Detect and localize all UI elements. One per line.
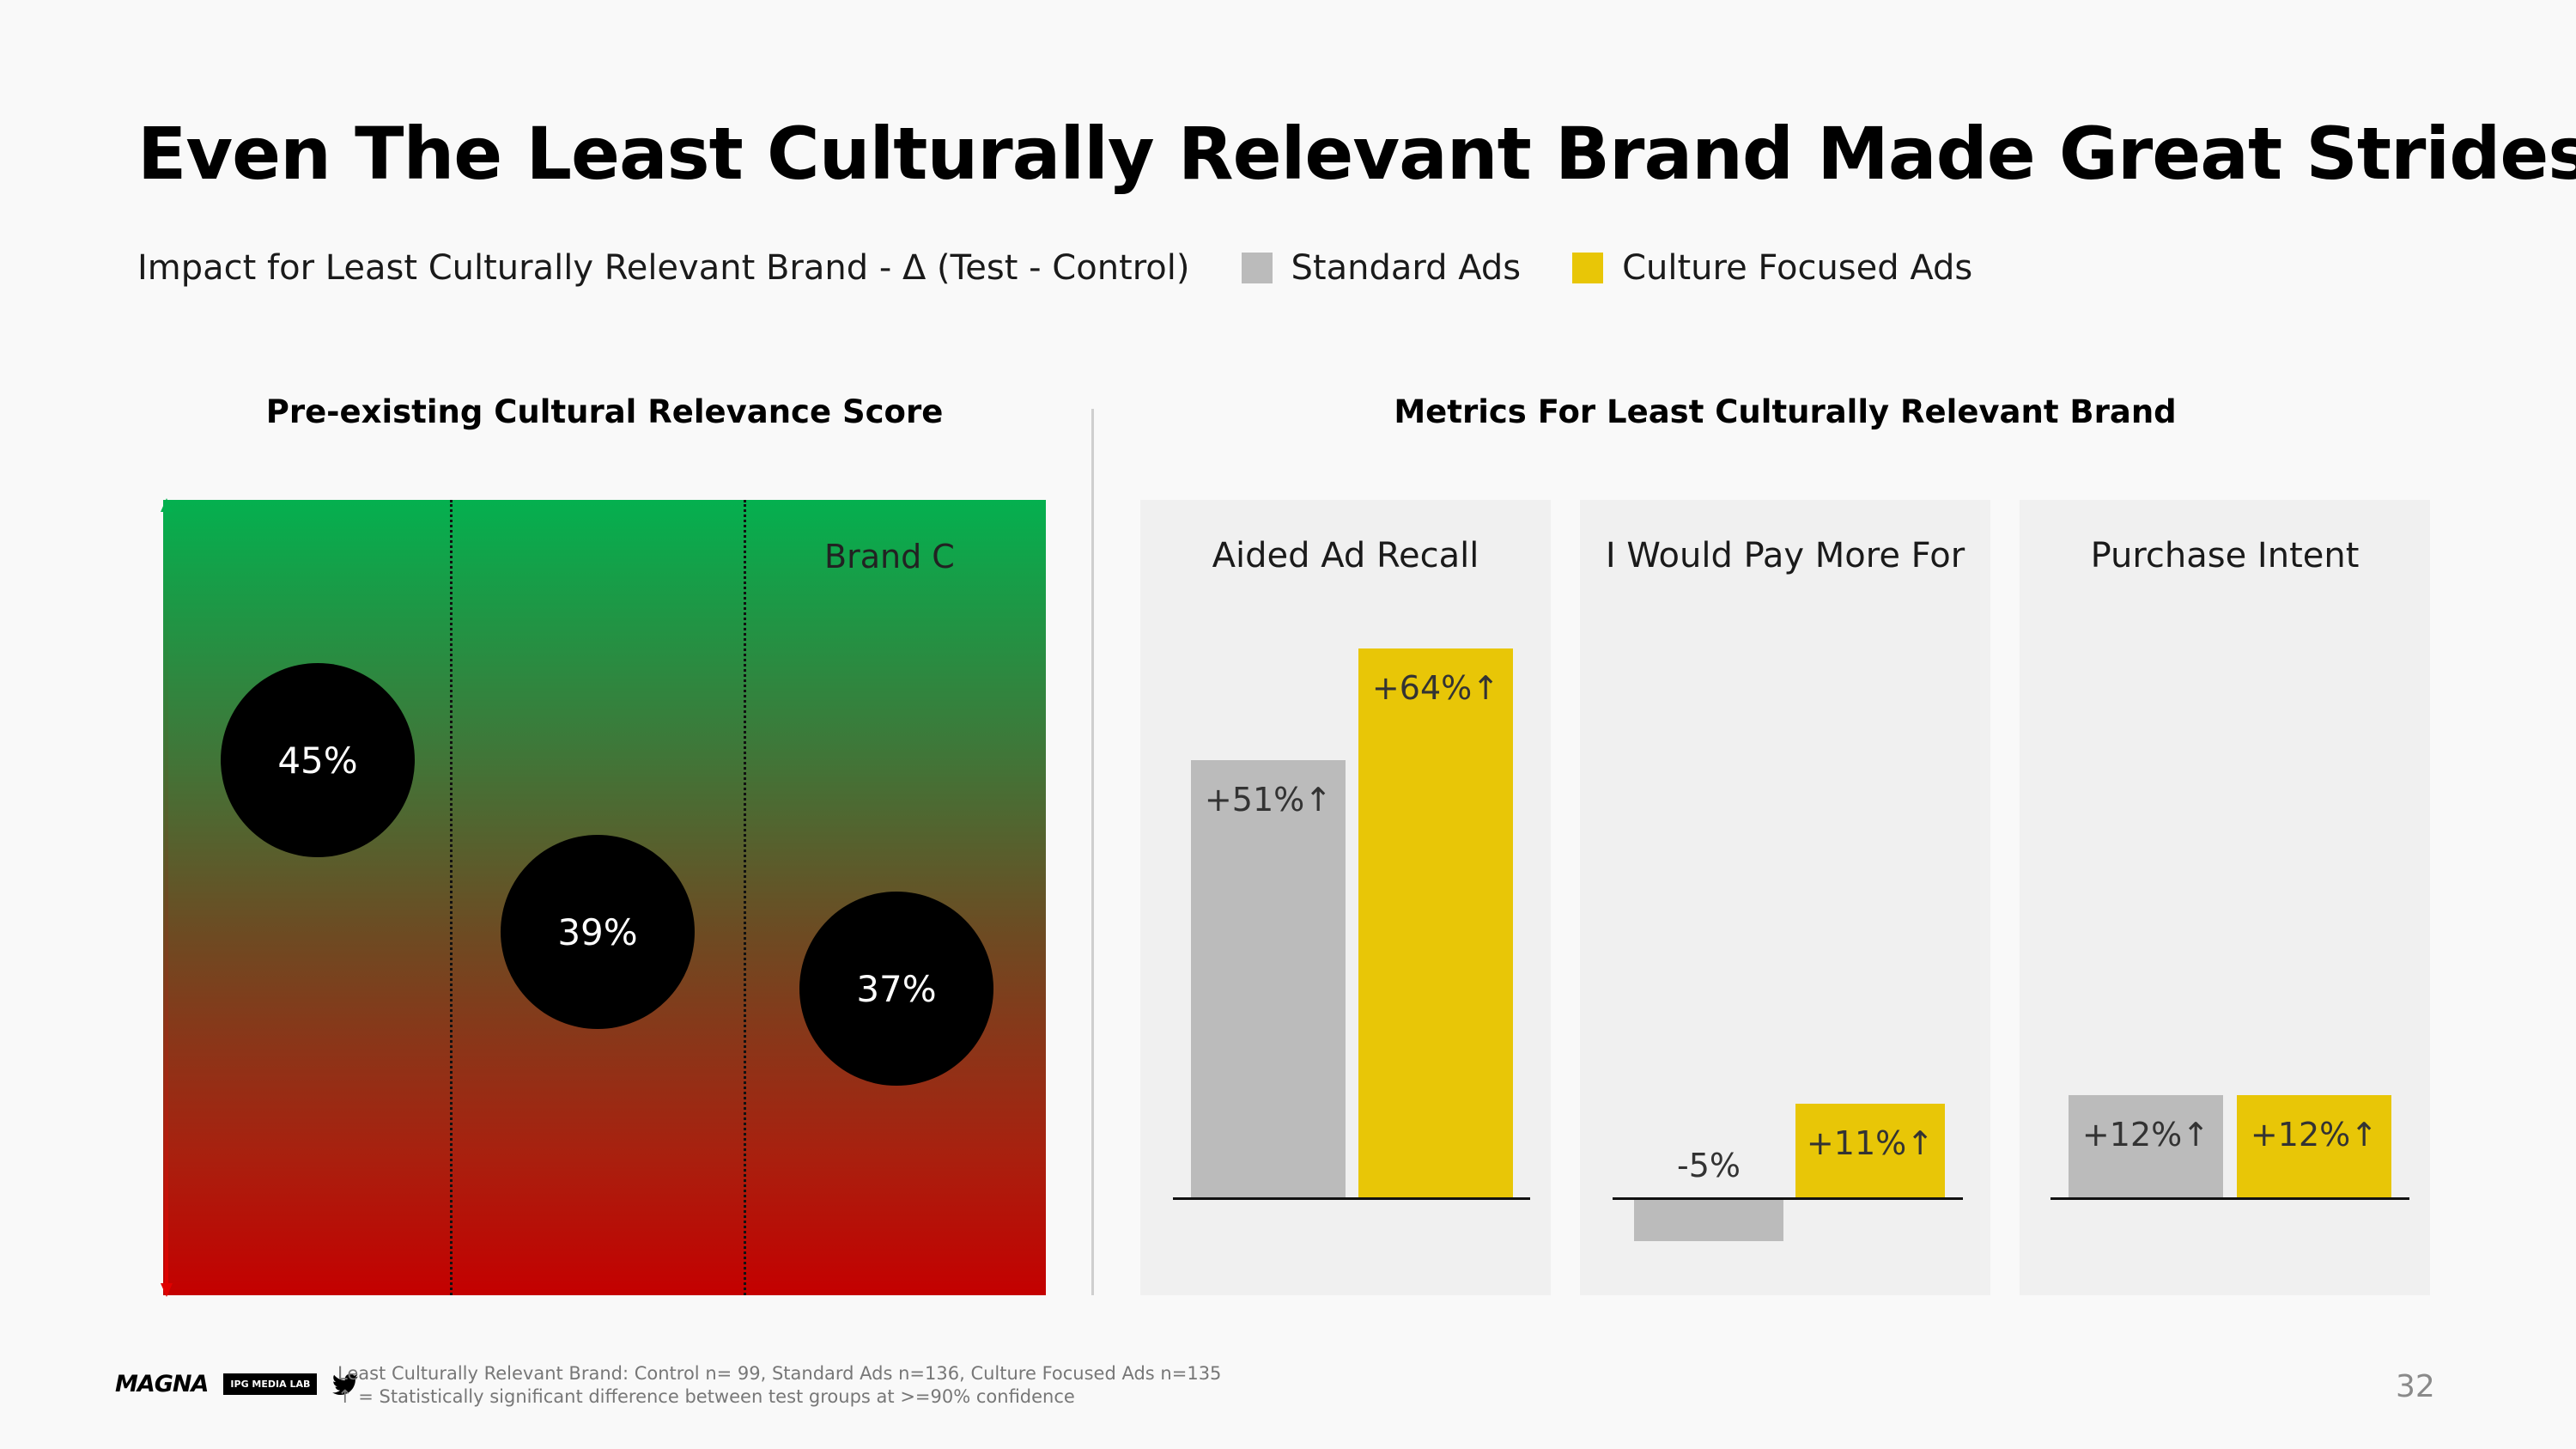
bar-standard-ads [1191, 760, 1346, 1198]
legend-swatch-standard [1241, 253, 1273, 283]
chart-baseline [2050, 1197, 2409, 1200]
legend-standard-ads: Standard Ads [1241, 248, 1522, 288]
twitter-icon[interactable] [332, 1373, 359, 1396]
footnote: Least Culturally Relevant Brand: Control… [337, 1362, 1221, 1409]
score-bubble-2: 39% [501, 835, 695, 1029]
bar-value-label: +51%↑ [1204, 781, 1333, 819]
legend-culture-ads: Culture Focused Ads [1572, 248, 1972, 288]
metric-title: Purchase Intent [2090, 536, 2360, 575]
section-divider [1091, 409, 1094, 1295]
bar-value-label: +12%↑ [2081, 1116, 2210, 1154]
left-section-title: Pre-existing Cultural Relevance Score [265, 393, 944, 430]
relevance-axis-arrow-icon [161, 498, 173, 1297]
legend-label-culture: Culture Focused Ads [1622, 248, 1973, 288]
bar-standard-ads [2069, 1095, 2223, 1198]
chart-baseline [1613, 1197, 1963, 1200]
footnote-line-2: ↑ = Statistically significant difference… [337, 1386, 1075, 1407]
footnote-line-1: Least Culturally Relevant Brand: Control… [337, 1363, 1222, 1384]
bar-value-label: +64%↑ [1371, 669, 1500, 707]
legend-label-standard: Standard Ads [1291, 248, 1522, 288]
brand-c-label: Brand C [824, 538, 955, 575]
metric-title: I Would Pay More For [1605, 536, 1965, 575]
relevance-score-panel: Brand C 45% 39% 37% [163, 500, 1046, 1295]
magna-logo: MAGNA [115, 1371, 209, 1397]
right-section-title: Metrics For Least Culturally Relevant Br… [1394, 393, 2177, 430]
metric-panel-purchase-intent: Purchase Intent +12%↑ +12%↑ [2020, 500, 2430, 1295]
footer-logos: MAGNA IPG MEDIA LAB [115, 1371, 359, 1397]
bar-value-label: +12%↑ [2250, 1116, 2379, 1154]
metric-panel-pay-more: I Would Pay More For -5% +11%↑ [1580, 500, 1990, 1295]
page-number: 32 [2396, 1369, 2435, 1404]
bar-value-label: -5% [1677, 1147, 1741, 1184]
bar-culture-focused-ads [1795, 1104, 1945, 1198]
subtitle-row: Impact for Least Culturally Relevant Bra… [137, 242, 1972, 294]
page-title: Even The Least Culturally Relevant Brand… [137, 112, 2576, 196]
bar-value-label: +11%↑ [1806, 1124, 1935, 1162]
metric-title: Aided Ad Recall [1212, 536, 1479, 575]
bar-culture-focused-ads [2237, 1095, 2391, 1198]
subtitle: Impact for Least Culturally Relevant Bra… [137, 248, 1190, 288]
score-bubble-1: 45% [221, 663, 415, 857]
legend-swatch-culture [1572, 253, 1604, 283]
metric-panel-aided-ad-recall: Aided Ad Recall +51%↑ +64%↑ [1140, 500, 1551, 1295]
score-bubble-3-brand-c: 37% [799, 892, 993, 1086]
bar-culture-focused-ads [1358, 648, 1513, 1198]
chart-baseline [1173, 1197, 1530, 1200]
bar-standard-ads [1634, 1198, 1783, 1241]
ipg-media-lab-logo: IPG MEDIA LAB [223, 1373, 318, 1395]
column-separator-2 [744, 500, 746, 1295]
column-separator-1 [450, 500, 453, 1295]
